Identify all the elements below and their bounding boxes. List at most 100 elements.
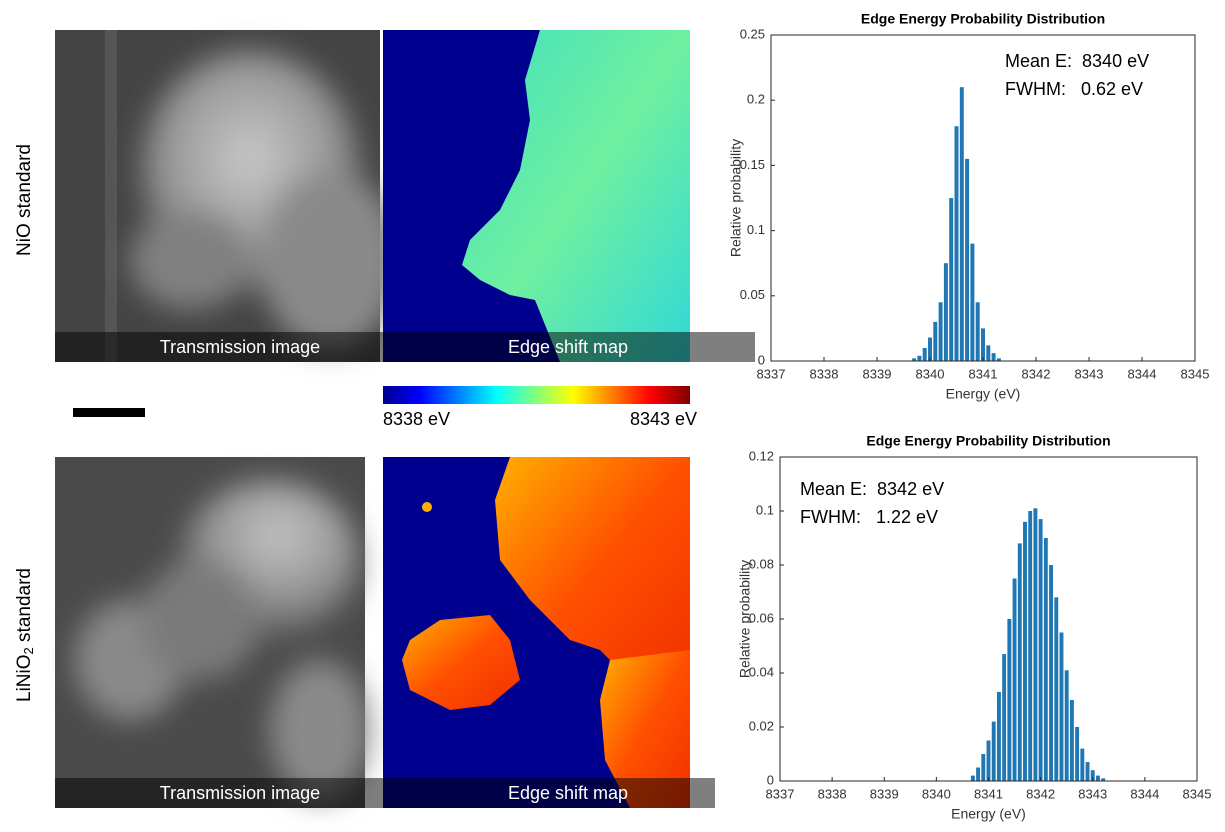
x-tick-label: 8343: [1078, 786, 1107, 801]
bar: [991, 721, 996, 781]
chart-title: Edge Energy Probability Distribution: [861, 11, 1105, 27]
x-tick-label: 8344: [1130, 786, 1159, 801]
x-tick-label: 8338: [818, 786, 847, 801]
y-tick-label: 0.1: [747, 222, 765, 237]
bar: [970, 243, 975, 361]
bar: [917, 355, 922, 361]
bar: [1033, 508, 1038, 781]
bar: [996, 691, 1001, 781]
transmission-image: [55, 457, 370, 808]
bar: [954, 126, 959, 361]
bar: [981, 328, 985, 361]
y-tick-label: 0: [758, 352, 765, 367]
annotation: Mean E: 8342 eV: [800, 479, 944, 499]
bar: [986, 740, 991, 781]
x-tick-label: 8340: [922, 786, 951, 801]
bar: [1064, 670, 1069, 781]
row-label-part: standard: [14, 568, 35, 647]
x-tick-label: 8337: [766, 786, 795, 801]
bar: [981, 754, 986, 781]
caption: Transmission image: [160, 783, 320, 803]
x-tick-label: 8338: [810, 366, 839, 381]
bar: [959, 87, 964, 361]
bar: [1007, 619, 1012, 781]
y-tick-label: 0.1: [756, 502, 774, 517]
bar: [975, 302, 980, 361]
y-tick-label: 0.12: [749, 448, 774, 463]
bar: [1085, 762, 1090, 781]
x-tick-label: 8339: [863, 366, 892, 381]
bar: [991, 353, 996, 361]
bar: [943, 263, 948, 361]
x-tick-label: 8340: [916, 366, 945, 381]
caption-band: [55, 332, 755, 362]
annotation: Mean E: 8340 eV: [1005, 51, 1149, 71]
bar: [1017, 543, 1022, 781]
bar: [1090, 770, 1095, 781]
y-tick-label: 0.05: [740, 287, 765, 302]
x-tick-label: 8342: [1022, 366, 1051, 381]
y-tick-label: 0.25: [740, 26, 765, 41]
edge-shift-map: [383, 30, 690, 362]
row-label-subscript: 2: [21, 647, 36, 654]
bar: [922, 347, 927, 361]
colorbar-label: 8343 eV: [630, 409, 697, 429]
x-tick-label: 8337: [757, 366, 786, 381]
x-tick-label: 8342: [1026, 786, 1055, 801]
annotation: FWHM: 1.22 eV: [800, 507, 938, 527]
caption-band: [55, 778, 715, 808]
bar: [1101, 778, 1106, 781]
axes-frame: [779, 456, 1198, 782]
x-tick-label: 8341: [969, 366, 998, 381]
bar: [1038, 519, 1043, 781]
bar: [949, 198, 954, 361]
row-label: NiO standard: [14, 144, 35, 256]
bar: [1075, 727, 1080, 781]
bar: [1054, 597, 1059, 781]
bar: [933, 321, 938, 361]
bar: [1049, 565, 1054, 781]
edge-shift-map: [383, 457, 690, 808]
transmission-image: [55, 30, 400, 362]
x-tick-label: 8345: [1183, 786, 1212, 801]
caption: Transmission image: [160, 337, 320, 357]
caption: Edge shift map: [508, 783, 628, 803]
y-tick-label: 0: [767, 772, 774, 787]
colorbar: [383, 386, 690, 404]
annotation: FWHM: 0.62 eV: [1005, 79, 1143, 99]
bar: [1043, 538, 1048, 781]
y-tick-label: 0.2: [747, 92, 765, 107]
bar: [912, 358, 917, 361]
bar: [996, 358, 1001, 361]
bar: [965, 158, 970, 361]
bar: [1096, 775, 1100, 781]
bar: [1059, 632, 1064, 781]
y-tick-label: 0.08: [749, 556, 774, 571]
colorbar-label: 8338 eV: [383, 409, 450, 429]
row-label-part: LiNiO: [14, 654, 35, 702]
y-tick-label: 0.02: [749, 718, 774, 733]
bar: [1012, 578, 1017, 781]
bar: [970, 775, 975, 781]
bar: [938, 302, 943, 361]
bar: [1028, 511, 1033, 781]
chart-title: Edge Energy Probability Distribution: [866, 433, 1110, 449]
bar: [1023, 521, 1027, 781]
bar: [1069, 700, 1074, 781]
y-axis-label: Relative probability: [737, 560, 753, 678]
x-tick-label: 8341: [974, 786, 1003, 801]
x-axis-label: Energy (eV): [951, 806, 1026, 822]
y-axis-label: Relative probability: [728, 139, 744, 257]
x-tick-label: 8344: [1128, 366, 1157, 381]
bar: [986, 345, 991, 361]
scale-bar: [73, 408, 145, 417]
y-tick-label: 0.04: [749, 664, 774, 679]
bar: [1002, 654, 1007, 781]
caption: Edge shift map: [508, 337, 628, 357]
x-axis-label: Energy (eV): [946, 386, 1021, 402]
y-tick-label: 0.06: [749, 610, 774, 625]
x-tick-label: 8343: [1075, 366, 1104, 381]
x-tick-label: 8345: [1181, 366, 1210, 381]
bar: [976, 767, 981, 781]
